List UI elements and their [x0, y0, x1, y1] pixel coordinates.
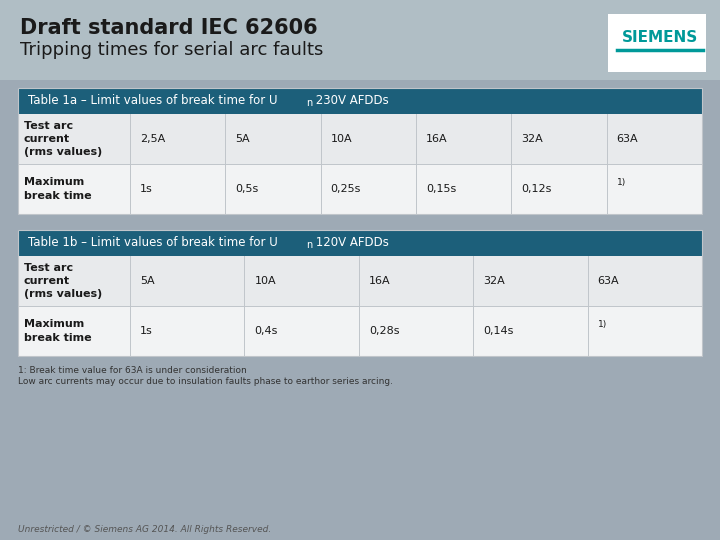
- Text: 63A: 63A: [598, 276, 619, 286]
- Bar: [18, 164, 702, 214]
- Text: Test arc
current
(rms values): Test arc current (rms values): [24, 263, 102, 299]
- Bar: [18, 256, 702, 306]
- Text: n: n: [306, 240, 312, 251]
- Text: 63A: 63A: [616, 134, 639, 144]
- Text: 1): 1): [616, 179, 626, 187]
- Text: 32A: 32A: [521, 134, 543, 144]
- Text: 16A: 16A: [426, 134, 448, 144]
- Text: 16A: 16A: [369, 276, 390, 286]
- Text: 0,4s: 0,4s: [254, 326, 278, 336]
- Bar: [18, 230, 702, 256]
- Bar: [0, 0, 720, 80]
- Text: Maximum
break time: Maximum break time: [24, 178, 91, 200]
- Text: 5A: 5A: [235, 134, 250, 144]
- Text: Table 1a – Limit values of break time for U: Table 1a – Limit values of break time fo…: [28, 94, 277, 107]
- Bar: [18, 306, 702, 356]
- Text: 10A: 10A: [254, 276, 276, 286]
- Text: SIEMENS: SIEMENS: [622, 30, 698, 45]
- Text: 0,14s: 0,14s: [483, 326, 513, 336]
- Bar: [18, 88, 702, 114]
- Text: 10A: 10A: [330, 134, 352, 144]
- Text: 1s: 1s: [140, 184, 153, 194]
- Bar: [608, 14, 706, 72]
- Text: 0,12s: 0,12s: [521, 184, 552, 194]
- Text: 1): 1): [598, 321, 607, 329]
- Text: 0,15s: 0,15s: [426, 184, 456, 194]
- Text: 32A: 32A: [483, 276, 505, 286]
- Text: Unrestricted / © Siemens AG 2014. All Rights Reserved.: Unrestricted / © Siemens AG 2014. All Ri…: [18, 525, 271, 534]
- Text: 2,5A: 2,5A: [140, 134, 166, 144]
- Text: 0,5s: 0,5s: [235, 184, 258, 194]
- Text: 1s: 1s: [140, 326, 153, 336]
- Text: 0,28s: 0,28s: [369, 326, 400, 336]
- Bar: [18, 88, 702, 214]
- Text: Low arc currents may occur due to insulation faults phase to earthor series arci: Low arc currents may occur due to insula…: [18, 377, 393, 386]
- Text: Table 1b – Limit values of break time for U: Table 1b – Limit values of break time fo…: [28, 237, 278, 249]
- Text: Test arc
current
(rms values): Test arc current (rms values): [24, 121, 102, 157]
- Text: 1: Break time value for 63A is under consideration: 1: Break time value for 63A is under con…: [18, 366, 247, 375]
- Bar: [18, 230, 702, 356]
- Text: Maximum
break time: Maximum break time: [24, 319, 91, 342]
- Text: Draft standard IEC 62606: Draft standard IEC 62606: [20, 18, 318, 38]
- Text: 0,25s: 0,25s: [330, 184, 361, 194]
- Text: n: n: [306, 98, 312, 109]
- Text: 120V AFDDs: 120V AFDDs: [312, 237, 389, 249]
- Text: Tripping times for serial arc faults: Tripping times for serial arc faults: [20, 41, 323, 59]
- Text: 230V AFDDs: 230V AFDDs: [312, 94, 389, 107]
- Text: 5A: 5A: [140, 276, 155, 286]
- Bar: [18, 114, 702, 164]
